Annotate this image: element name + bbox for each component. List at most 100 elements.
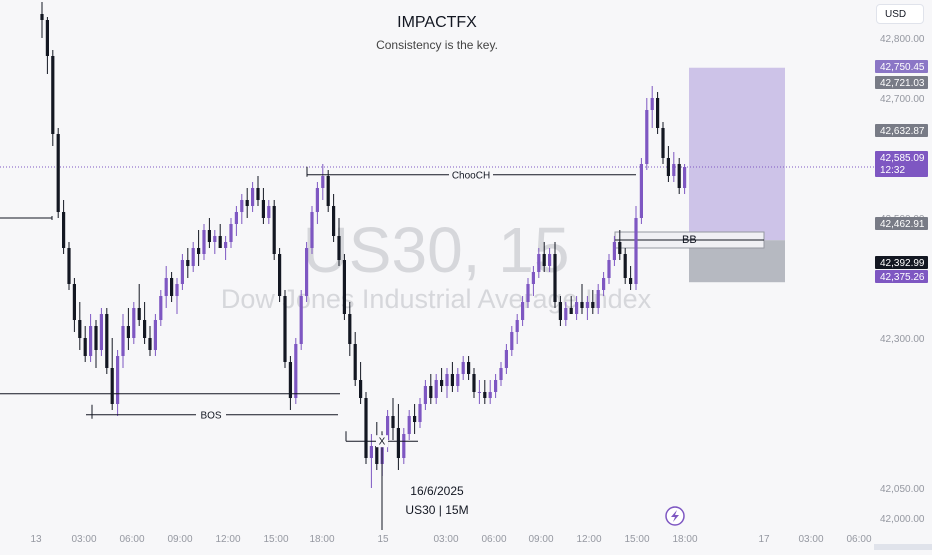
candle [159,290,163,326]
candle-body [137,308,141,320]
time-tick-label: 18:00 [672,534,697,545]
candle-body [666,158,670,176]
price-label-text: 42,375.26 [880,272,925,283]
candle-body [364,398,368,458]
candle [537,248,541,278]
candle [639,158,643,224]
candle [310,206,314,254]
candle-body [375,446,379,464]
candle [105,308,109,374]
price-label-text: 42,392.99 [880,258,925,269]
candle [56,128,60,218]
candle [67,242,71,290]
axis-corner [874,544,932,550]
candle [170,272,174,302]
logo-badge[interactable] [665,506,685,526]
candle-body [548,254,552,266]
candle [510,326,514,356]
candle [558,296,562,326]
candle [218,224,222,248]
candle [607,254,611,284]
price-labels: 42,750.45 42,721.03 42,632.87 42,585.0912:3… [875,60,928,283]
time-tick-label: 12:00 [215,534,240,545]
candle-body [391,416,395,428]
candle-body [153,320,157,350]
price-label-level: 42,462.91 [875,217,928,230]
candle [542,242,546,272]
candle [423,380,427,410]
time-tick-label: 06:00 [481,534,506,545]
candle [62,200,66,254]
candle-body [62,212,66,248]
price-label-text: 42,632.87 [880,126,925,137]
candle-body [629,278,633,284]
watermark-name: Dow Jones Industrial Average Index [221,284,652,314]
price-label-text: 42,721.03 [880,78,925,89]
candle-body [542,254,546,266]
candle-body [677,164,681,188]
candle-body [240,200,244,212]
candle-body [245,200,249,206]
candle [207,218,211,248]
candle-body [105,314,109,368]
watermark-symbol: US30, 15 [303,214,570,286]
candle [623,248,627,284]
candle [683,164,687,194]
candle-body [67,248,71,284]
target-zone[interactable] [689,67,785,241]
candle [116,350,120,416]
candle-body [407,416,411,434]
candle [272,200,276,260]
candle [256,176,260,206]
candle [488,380,492,404]
time-tick-label: 18:00 [309,534,334,545]
candle-body [121,326,125,356]
candle [569,296,573,314]
currency-button[interactable]: USD [876,4,924,24]
candle-body [310,212,314,248]
price-label-dark: 42,392.99 [875,256,928,269]
candle-body [683,167,687,188]
candle-body [175,284,179,296]
candle [332,194,336,242]
candle-body [348,314,352,344]
price-label-level: 42,721.03 [875,76,928,89]
candle [359,362,363,404]
candle [364,392,368,464]
candle-body [656,98,660,128]
candle-body [229,224,233,242]
time-axis[interactable]: 13 03:00 06:00 09:00 12:00 15:00 18:00 15 03:00 0… [0,530,932,550]
candle-body [202,230,206,254]
candle-body [143,320,147,338]
candle-body [353,344,357,380]
candle-body [569,308,573,314]
candle-body [456,374,460,386]
candle-body [440,380,444,386]
candle-body [521,302,525,320]
candle-body [402,434,406,458]
candle [45,17,49,74]
candle [656,92,660,134]
time-tick-label: 15:00 [263,534,288,545]
chart-subtitle: Consistency is the key. [376,38,498,52]
candle-body [531,272,535,284]
time-tick-label: 03:00 [798,534,823,545]
candle-body [650,98,654,110]
candle-body [337,236,341,260]
candle [504,344,508,374]
candle [213,230,217,254]
price-label-level: 42,632.87 [875,124,928,137]
choch-label: ChooCH [452,170,490,181]
candle-body [305,248,309,296]
candle-body [288,362,292,398]
candle-body [207,230,211,242]
position-zones [614,67,785,283]
footer-symbol: US30 | 15M [405,503,468,517]
candle-body [639,164,643,218]
price-label-bg [875,151,928,177]
candle-body [396,428,400,458]
candle [521,296,525,326]
candle [483,380,487,404]
